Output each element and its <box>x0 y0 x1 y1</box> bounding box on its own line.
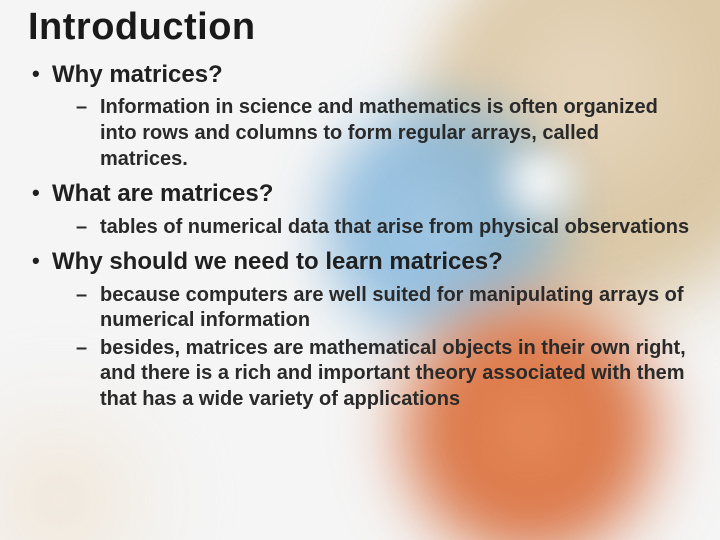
bullet-level2: Information in science and mathematics i… <box>28 95 692 172</box>
bullet-level2: tables of numerical data that arise from… <box>28 215 692 241</box>
bullet-level1: What are matrices? <box>28 178 692 210</box>
bullet-level2: because computers are well suited for ma… <box>28 283 692 334</box>
bullet-level2: besides, matrices are mathematical objec… <box>28 336 692 413</box>
bullet-list: Why matrices? Information in science and… <box>28 59 692 413</box>
slide-title: Introduction <box>28 6 692 49</box>
bullet-level1: Why matrices? <box>28 59 692 91</box>
bullet-level1: Why should we need to learn matrices? <box>28 246 692 278</box>
slide-content: Introduction Why matrices? Information i… <box>0 0 720 413</box>
